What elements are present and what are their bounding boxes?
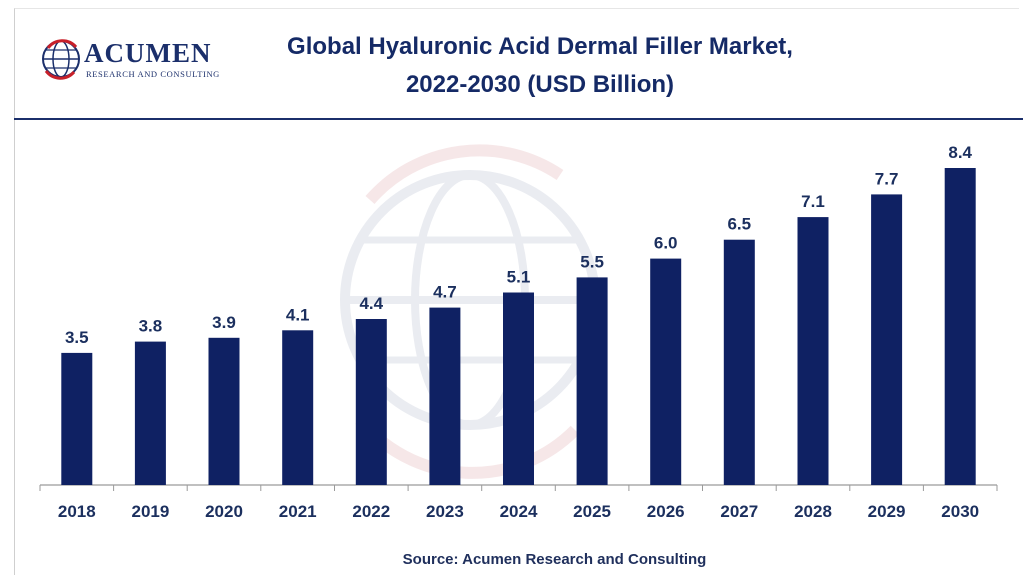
x-tick-label-2030: 2030 — [941, 502, 979, 521]
data-label-2021: 4.1 — [286, 305, 310, 324]
bar-2026 — [650, 258, 682, 485]
bar-2021 — [282, 330, 314, 485]
x-tick-label-2024: 2024 — [500, 502, 538, 521]
bar-2023 — [429, 307, 461, 485]
data-label-2024: 5.1 — [507, 268, 531, 287]
x-tick-label-2029: 2029 — [868, 502, 906, 521]
chart-title: Global Hyaluronic Acid Dermal Filler Mar… — [230, 28, 850, 104]
logo-tagline: RESEARCH AND CONSULTING — [86, 69, 220, 79]
x-tick-label-2022: 2022 — [352, 502, 390, 521]
bar-2022 — [355, 319, 387, 485]
data-label-2022: 4.4 — [359, 294, 383, 313]
bar-2020 — [208, 337, 240, 485]
data-label-2029: 7.7 — [875, 169, 899, 188]
x-tick-label-2018: 2018 — [58, 502, 96, 521]
x-tick-label-2026: 2026 — [647, 502, 685, 521]
title-divider — [14, 118, 1023, 120]
data-label-2019: 3.8 — [139, 317, 163, 336]
x-tick-label-2021: 2021 — [279, 502, 317, 521]
x-tick-label-2023: 2023 — [426, 502, 464, 521]
bar-2018 — [61, 352, 93, 485]
x-tick-label-2027: 2027 — [720, 502, 758, 521]
data-label-2026: 6.0 — [654, 234, 678, 253]
data-label-2020: 3.9 — [212, 313, 236, 332]
globe-logo-icon — [42, 39, 80, 80]
x-tick-label-2020: 2020 — [205, 502, 243, 521]
chart-frame — [14, 8, 1019, 575]
x-tick-label-2019: 2019 — [131, 502, 169, 521]
chart-title-line-2: 2022-2030 (USD Billion) — [405, 71, 675, 98]
data-label-2028: 7.1 — [801, 192, 825, 211]
data-label-2025: 5.5 — [580, 252, 604, 271]
data-label-2027: 6.5 — [727, 215, 751, 234]
bar-2028 — [797, 217, 829, 485]
chart-title-line-1: Global Hyaluronic Acid Dermal Filler Mar… — [287, 33, 793, 60]
data-label-2018: 3.5 — [65, 328, 89, 347]
source-note: Source: Acumen Research and Consulting — [402, 551, 707, 568]
bar-2027 — [723, 239, 755, 485]
x-tick-label-2025: 2025 — [573, 502, 611, 521]
bar-2030 — [944, 168, 976, 485]
x-tick-label-2028: 2028 — [794, 502, 832, 521]
data-label-2023: 4.7 — [433, 283, 457, 302]
logo-wordmark: ACUMEN — [84, 38, 212, 68]
bar-2019 — [134, 341, 166, 485]
bar-2025 — [576, 277, 608, 485]
data-label-2030: 8.4 — [948, 143, 972, 162]
bar-2029 — [871, 194, 903, 485]
bar-2024 — [503, 292, 534, 485]
acumen-logo: ACUMEN RESEARCH AND CONSULTING — [40, 36, 230, 86]
